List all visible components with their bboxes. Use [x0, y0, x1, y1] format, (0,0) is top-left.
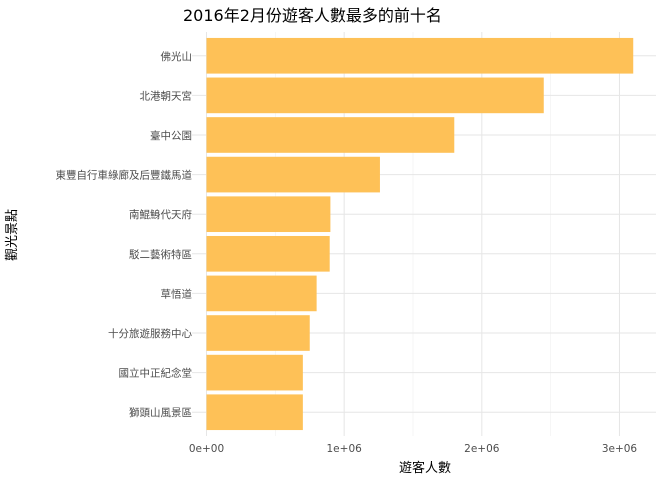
y-axis-title: 觀光景點	[5, 209, 20, 261]
x-tick-label: 0e+00	[189, 443, 224, 455]
x-tick-label: 1e+06	[327, 443, 363, 455]
bar	[206, 235, 330, 272]
x-tick-label: 3e+06	[602, 443, 638, 455]
y-tick-label: 北港朝天宮	[140, 89, 193, 102]
bar	[206, 315, 310, 351]
bar	[206, 275, 317, 312]
x-axis-title: 遊客人數	[399, 460, 451, 476]
y-tick-label: 南鯤鯓代天府	[129, 208, 192, 221]
chart-title: 2016年2月份遊客人數最多的前十名	[183, 6, 442, 25]
bar	[206, 394, 303, 431]
y-tick-label: 獅頭山風景區	[129, 406, 192, 419]
y-tick-label: 十分旅遊服務中心	[108, 327, 192, 340]
y-tick-label: 駁二藝術特區	[129, 248, 192, 261]
bar-layer	[206, 37, 634, 431]
y-tick-label: 臺中公園	[150, 129, 192, 142]
y-tick-label: 東豐自行車綠廊及后豐鐵馬道	[56, 169, 193, 182]
bar	[206, 77, 544, 114]
y-tick-labels: 佛光山北港朝天宮臺中公園東豐自行車綠廊及后豐鐵馬道南鯤鯓代天府駁二藝術特區草悟道…	[56, 50, 193, 419]
y-tick-label: 草悟道	[161, 287, 193, 300]
bar	[206, 354, 303, 391]
x-tick-labels: 0e+00 1e+06 2e+06 3e+06	[189, 443, 638, 455]
x-tick-label: 2e+06	[464, 443, 500, 455]
bar	[206, 196, 331, 233]
bar	[206, 117, 455, 153]
y-tick-label: 國立中正紀念堂	[119, 367, 193, 380]
y-tick-label: 佛光山	[161, 50, 193, 63]
bar	[206, 37, 634, 74]
bar	[206, 156, 380, 193]
